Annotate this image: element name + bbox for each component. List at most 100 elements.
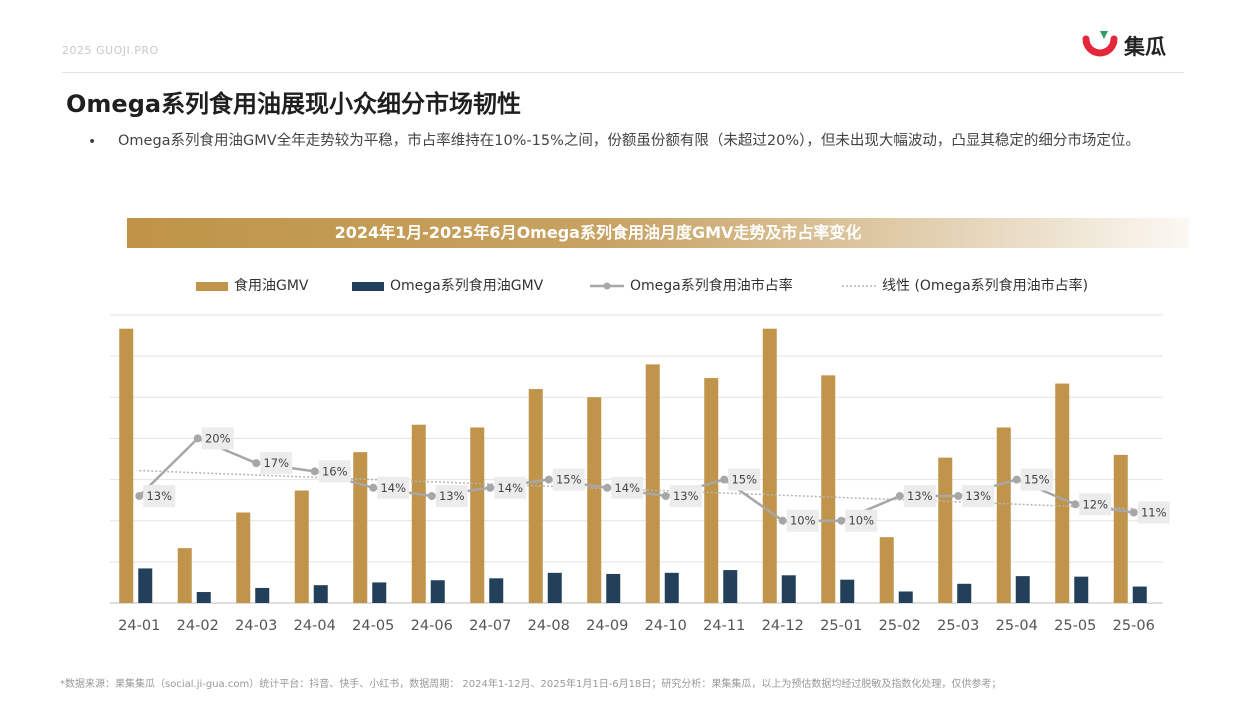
- x-tick-label: 25-02: [879, 618, 921, 634]
- bar-total-gmv: [528, 389, 543, 603]
- share-label-bg: [201, 427, 234, 450]
- bar-total-gmv: [353, 452, 368, 603]
- share-point: [720, 475, 729, 484]
- bar-total-gmv: [938, 457, 953, 603]
- x-tick-label: 25-05: [1054, 618, 1096, 634]
- legend-swatch-total-gmv: [196, 281, 228, 291]
- share-label-bg: [962, 485, 995, 508]
- brand-logo-icon: [1082, 31, 1118, 57]
- share-point: [837, 516, 846, 525]
- share-label-bg: [552, 468, 585, 491]
- share-data-label: 14%: [380, 481, 406, 495]
- bar-total-gmv: [879, 537, 894, 603]
- bar-total-gmv: [1113, 454, 1128, 603]
- x-tick-label: 24-10: [645, 618, 687, 634]
- legend-label-total-gmv: 食用油GMV: [234, 278, 309, 294]
- legend-label-share: Omega系列食用油市占率: [630, 278, 793, 294]
- bar-omega-gmv: [664, 572, 679, 603]
- bar-total-gmv: [645, 364, 660, 603]
- x-tick-label: 24-05: [352, 618, 394, 634]
- bar-total-gmv: [704, 378, 719, 603]
- bar-total-gmv: [236, 512, 251, 603]
- share-data-label: 15%: [731, 473, 757, 487]
- header-site-label: 2025 GUOJI.PRO: [62, 44, 159, 57]
- legend-item-total-gmv: 食用油GMV: [196, 276, 309, 296]
- share-data-label: 13%: [146, 489, 172, 503]
- legend-item-trend: 线性 (Omega系列食用油市占率): [842, 276, 1088, 296]
- share-point: [544, 475, 553, 484]
- x-tick-label: 24-08: [528, 618, 570, 634]
- bar-omega-gmv: [606, 573, 621, 603]
- bar-total-gmv: [177, 548, 192, 603]
- share-point: [252, 459, 261, 468]
- share-data-label: 13%: [965, 489, 991, 503]
- share-label-bg: [1079, 493, 1112, 516]
- share-label-bg: [669, 485, 702, 508]
- share-label-bg: [1137, 501, 1170, 524]
- header-divider: [62, 72, 1184, 73]
- share-label-bg: [728, 468, 761, 491]
- share-data-label: 17%: [263, 456, 289, 470]
- bar-omega-gmv: [781, 575, 796, 603]
- share-point: [1129, 508, 1138, 517]
- bar-omega-gmv: [255, 587, 270, 603]
- share-label-bg: [903, 485, 936, 508]
- bar-total-gmv: [411, 424, 426, 603]
- share-label-bg: [786, 509, 819, 532]
- chart-title: 2024年1月-2025年6月Omega系列食用油月度GMV走势及市占率变化: [334, 223, 862, 242]
- bar-total-gmv: [821, 375, 836, 603]
- share-point: [486, 483, 495, 492]
- x-tick-label: 24-07: [469, 618, 511, 634]
- share-label-bg: [377, 476, 410, 499]
- bar-omega-gmv: [957, 583, 972, 603]
- share-point: [778, 516, 787, 525]
- brand-name: 集瓜: [1124, 35, 1166, 59]
- page-title: Omega系列食用油展现小众细分市场韧性: [66, 90, 522, 118]
- x-tick-label: 24-02: [177, 618, 219, 634]
- x-tick-label: 25-06: [1113, 618, 1155, 634]
- legend-item-share: Omega系列食用油市占率: [590, 276, 793, 296]
- bar-omega-gmv: [489, 578, 504, 603]
- share-point: [427, 492, 436, 501]
- share-point: [135, 492, 144, 501]
- bar-omega-gmv: [196, 592, 211, 603]
- share-point: [895, 492, 904, 501]
- bar-total-gmv: [119, 328, 134, 603]
- data-source-note: *数据来源：果集集瓜（social.ji-gua.com）统计平台：抖音、快手、…: [60, 679, 1002, 690]
- bar-omega-gmv: [1132, 586, 1147, 603]
- share-data-label: 14%: [614, 481, 640, 495]
- x-tick-label: 24-11: [703, 618, 745, 634]
- legend-item-omega-gmv: Omega系列食用油GMV: [352, 276, 543, 296]
- x-tick-label: 25-03: [937, 618, 979, 634]
- x-tick-label: 25-04: [996, 618, 1038, 634]
- share-label-bg: [260, 452, 293, 475]
- share-data-label: 15%: [1024, 473, 1050, 487]
- share-data-label: 10%: [790, 514, 816, 528]
- bar-omega-gmv: [840, 579, 855, 603]
- x-tick-label: 24-03: [235, 618, 277, 634]
- share-data-label: 13%: [907, 489, 933, 503]
- bullet-text: Omega系列食用油GMV全年走势较为平稳，市占率维持在10%-15%之间，份额…: [118, 133, 1140, 149]
- share-point: [661, 492, 670, 501]
- legend-swatch-trend: [842, 285, 876, 287]
- x-tick-label: 24-12: [762, 618, 804, 634]
- share-data-label: 13%: [439, 489, 465, 503]
- bar-omega-gmv: [430, 580, 445, 603]
- bar-total-gmv: [1055, 383, 1070, 603]
- share-point: [603, 483, 612, 492]
- chart-title-banner: 2024年1月-2025年6月Omega系列食用油月度GMV走势及市占率变化: [127, 218, 1189, 248]
- share-label-bg: [1020, 468, 1053, 491]
- share-label-bg: [494, 476, 527, 499]
- bar-omega-gmv: [1074, 576, 1089, 603]
- share-label-bg: [845, 509, 878, 532]
- share-label-bg: [435, 485, 468, 508]
- share-point: [193, 434, 202, 443]
- share-label-bg: [318, 460, 351, 483]
- bar-omega-gmv: [313, 585, 328, 603]
- share-label-bg: [611, 476, 644, 499]
- bar-total-gmv: [294, 490, 309, 603]
- legend-label-omega-gmv: Omega系列食用油GMV: [390, 278, 544, 294]
- legend-swatch-omega-gmv: [352, 281, 384, 291]
- x-tick-label: 24-06: [411, 618, 453, 634]
- share-data-label: 20%: [205, 431, 231, 445]
